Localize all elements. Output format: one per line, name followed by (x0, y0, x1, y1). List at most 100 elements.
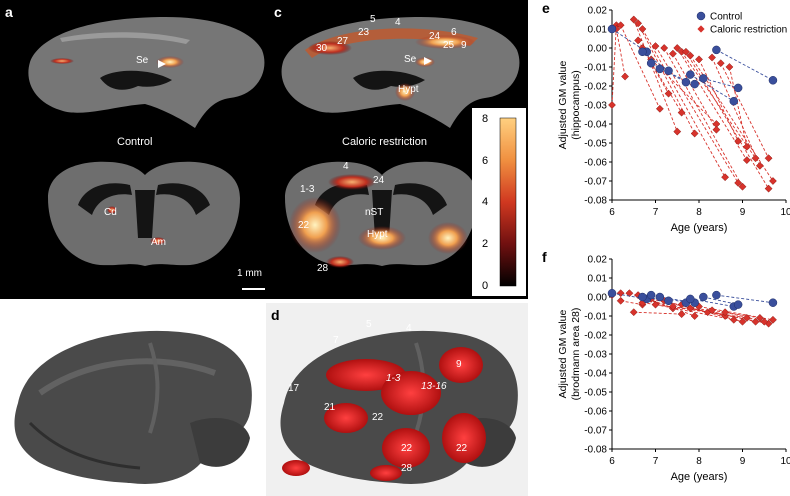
cr-point (768, 177, 777, 185)
y-axis-label: Adjusted GM value (557, 60, 569, 149)
control-line (611, 28, 648, 53)
scale-bar-label: 1 mm (237, 268, 262, 279)
x-axis-label: Age (years) (671, 222, 728, 234)
y-tick-label: -0.07 (584, 177, 607, 188)
control-point (664, 66, 673, 76)
cr-point (668, 302, 677, 311)
cr-line (642, 47, 682, 113)
colorbar-tick: 8 (482, 113, 489, 125)
cr-point (655, 104, 664, 113)
cr-sagittal-slice (281, 16, 520, 128)
cr-point (690, 312, 699, 320)
region-label: 25 (443, 40, 455, 51)
cr-line (720, 62, 770, 159)
cr-point (755, 313, 764, 322)
y-axis-label-sub: (hippocampus) (570, 70, 582, 139)
control-line (690, 74, 735, 102)
cr-line (620, 25, 661, 109)
region-label: Hypt (398, 84, 419, 95)
cr-point (734, 178, 743, 187)
cr-point (651, 42, 660, 51)
control-point (681, 77, 691, 87)
y-tick-label: -0.06 (584, 407, 607, 418)
control-coronal-slice (48, 161, 240, 266)
cr-point (729, 315, 738, 324)
panel-label-e: e (542, 0, 550, 16)
x-tick-label: 9 (740, 456, 746, 467)
y-tick-label: 0.01 (588, 25, 608, 36)
y-axis-label-sub: (brodmann area 28) (570, 308, 582, 401)
cr-line (655, 304, 734, 321)
cr-line (637, 23, 696, 134)
legend-control-marker (696, 11, 706, 21)
chart-e: 0.02 0.01 0.00 -0.01 -0.02 -0.03 -0.04 -0.05 -0.… (557, 6, 790, 235)
control-point (729, 96, 739, 106)
region-label: Am (151, 237, 166, 248)
control-point (768, 298, 778, 307)
control-line (716, 294, 774, 304)
cr-point (677, 108, 686, 117)
y-tick-label: -0.04 (584, 369, 607, 380)
colorbar-tick: 2 (482, 238, 489, 250)
panel-label-c: c (274, 4, 282, 20)
cr-line (633, 311, 682, 315)
cr-point (621, 72, 630, 81)
region-label: 13-16 (421, 381, 447, 392)
cr-point (695, 55, 703, 64)
cr-point (708, 306, 717, 315)
region-label: 5 (370, 14, 376, 25)
cr-line (685, 51, 769, 189)
panel-label-a: a (5, 4, 13, 20)
control-point (690, 79, 699, 89)
cr-point (629, 308, 638, 317)
cr-point (686, 51, 695, 60)
region-label: nST (365, 207, 384, 218)
control-point (712, 290, 721, 300)
cr-point (716, 59, 725, 68)
region-label: 22 (298, 220, 310, 231)
colorbar-tick: 0 (482, 280, 489, 292)
cr-point (634, 19, 643, 28)
region-label: 4 (343, 161, 349, 172)
cr-line (729, 66, 748, 147)
x-axis-label: Age (years) (671, 471, 728, 483)
se-arrowhead (424, 57, 432, 65)
region-label: 24 (373, 175, 385, 186)
control-sagittal-slice (28, 16, 265, 128)
region-label: 23 (358, 27, 370, 38)
control-point (712, 45, 721, 55)
cr-coronal-slice (285, 161, 477, 268)
region-label: Cd (104, 207, 117, 218)
control-point (646, 58, 656, 68)
region-label: Se (136, 55, 149, 66)
control-line (611, 292, 647, 300)
control-point (686, 294, 695, 304)
panel-label-d: d (271, 307, 280, 323)
control-line (642, 296, 669, 302)
cr-line (633, 19, 678, 132)
region-label: 30 (316, 43, 328, 54)
cr-point (760, 317, 769, 326)
cr-line (615, 28, 626, 77)
y-tick-label: -0.03 (584, 350, 607, 361)
colorbar-background (472, 108, 526, 296)
x-tick-label: 7 (653, 207, 659, 218)
cr-point (677, 310, 686, 319)
control-point (655, 64, 665, 74)
control-point (646, 290, 656, 300)
control-point (686, 70, 695, 79)
control-point (733, 83, 743, 93)
region-label: 28 (401, 463, 413, 474)
chart-f: 0.02 0.01 0.00 -0.01 -0.02 -0.03 -0.04 -0.05 -0.… (557, 255, 790, 484)
region-label: 7 (333, 335, 339, 346)
cr-point (686, 304, 695, 313)
control-point (655, 292, 665, 302)
x-tick-label: 9 (740, 207, 746, 218)
cr-point (768, 315, 777, 324)
cr-point (742, 142, 751, 151)
control-caption: Control (117, 136, 153, 148)
control-point (607, 288, 617, 298)
cr-point (681, 47, 690, 56)
region-label: 9 (456, 359, 462, 370)
